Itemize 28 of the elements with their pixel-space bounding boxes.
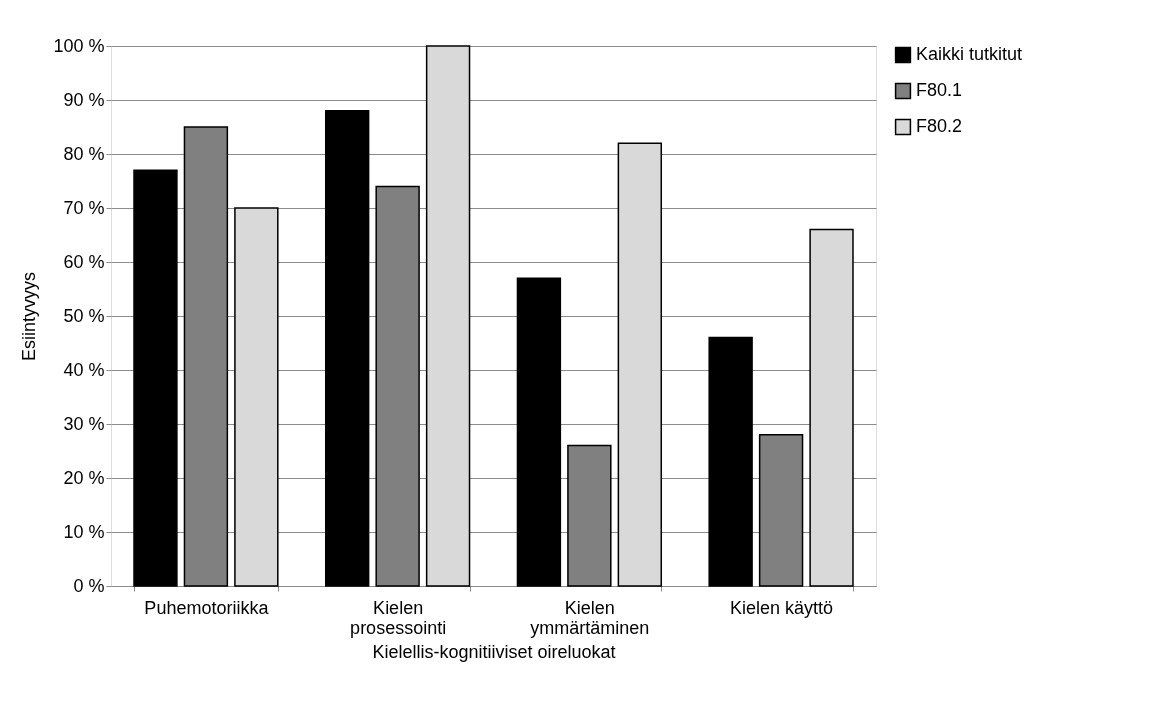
- x-tick-label: Puhemotoriikka: [144, 597, 270, 618]
- x-tick-label: Kielen ymmärtäminen: [530, 597, 650, 638]
- x-tick-label: Kielen prosessointi: [350, 597, 447, 638]
- bar: [234, 207, 279, 587]
- y-tick-label: 20 %: [63, 467, 105, 488]
- bar: [516, 277, 562, 587]
- bar: [708, 336, 753, 587]
- legend-label: Kaikki tutkitut: [916, 44, 1023, 64]
- bar: [617, 142, 663, 587]
- bar: [133, 169, 178, 587]
- y-tick-label: 80 %: [63, 143, 105, 164]
- y-tick-label: 40 %: [63, 359, 105, 380]
- legend-label: F80.2: [916, 116, 963, 136]
- y-tick-label: 50 %: [63, 305, 105, 326]
- y-tick-label: 90 %: [63, 89, 105, 110]
- y-tick-label: 30 %: [63, 413, 105, 434]
- bar: [425, 45, 471, 587]
- y-tick-label: 0 %: [73, 575, 105, 596]
- y-tick-label: 70 %: [63, 197, 105, 218]
- x-tick-label: Kielen käyttö: [730, 597, 834, 618]
- legend-label: F80.1: [916, 80, 963, 100]
- x-axis-title: Kielellis-kognitiiviset oireluokat: [372, 641, 616, 662]
- y-axis-title: Esiintyvyys: [19, 271, 40, 362]
- bar: [324, 110, 370, 587]
- bar: [809, 228, 854, 587]
- y-tick-label: 100 %: [53, 35, 105, 56]
- y-tick-label: 60 %: [63, 251, 105, 272]
- y-tick-label: 10 %: [63, 521, 105, 542]
